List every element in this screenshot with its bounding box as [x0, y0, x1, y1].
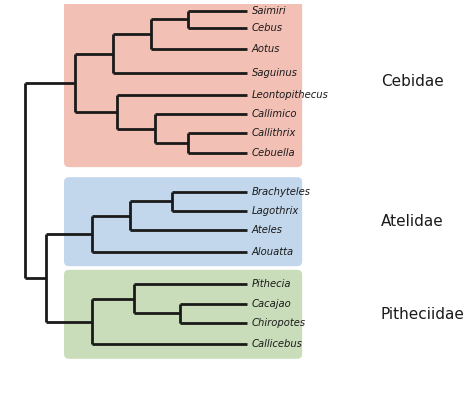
Text: Chiropotes: Chiropotes: [252, 318, 306, 328]
Text: Callimico: Callimico: [252, 109, 297, 119]
Text: Cebus: Cebus: [252, 23, 283, 33]
FancyBboxPatch shape: [64, 0, 302, 167]
Text: Alouatta: Alouatta: [252, 247, 294, 257]
Text: Atelidae: Atelidae: [381, 214, 444, 229]
Text: Callicebus: Callicebus: [252, 339, 303, 349]
FancyBboxPatch shape: [64, 177, 302, 266]
Text: Cebidae: Cebidae: [381, 74, 444, 89]
Text: Leontopithecus: Leontopithecus: [252, 89, 329, 100]
Text: Cacajao: Cacajao: [252, 299, 292, 308]
Text: Pitheciidae: Pitheciidae: [381, 307, 465, 322]
Text: Pithecia: Pithecia: [252, 279, 292, 289]
Text: Brachyteles: Brachyteles: [252, 187, 311, 196]
Text: Lagothrix: Lagothrix: [252, 206, 299, 216]
Text: Callithrix: Callithrix: [252, 128, 296, 138]
Text: Ateles: Ateles: [252, 225, 283, 235]
FancyBboxPatch shape: [64, 270, 302, 359]
Text: Saimiri: Saimiri: [252, 6, 287, 15]
Text: Cebuella: Cebuella: [252, 148, 296, 158]
Text: Saguinus: Saguinus: [252, 68, 298, 78]
Text: Aotus: Aotus: [252, 44, 281, 54]
